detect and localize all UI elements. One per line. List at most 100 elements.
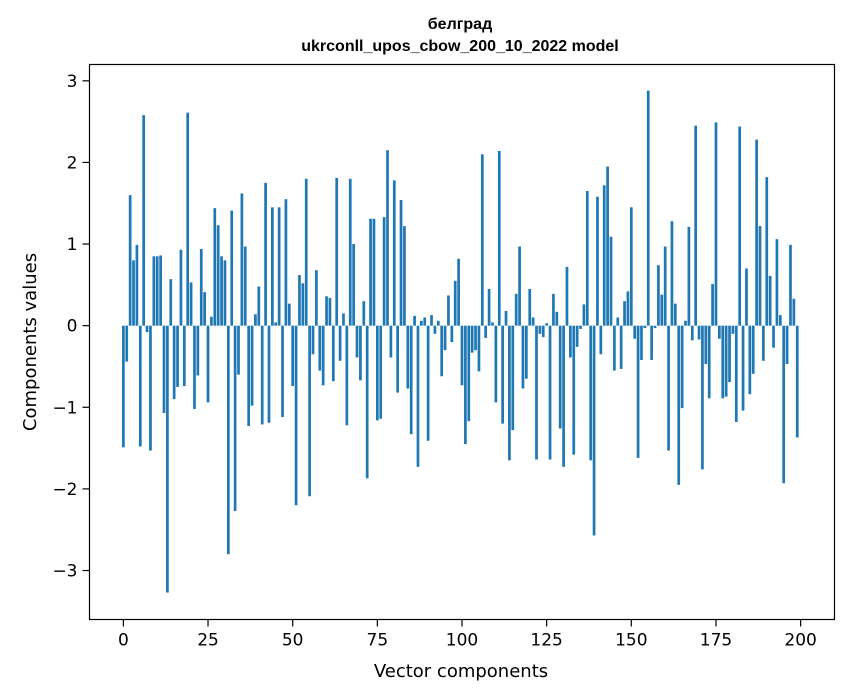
bar-112 (501, 325, 504, 424)
y-tick-label--1: −1 (52, 398, 77, 418)
bar-104 (474, 325, 477, 351)
bar-37 (247, 325, 251, 427)
bar-125 (545, 323, 549, 326)
bar-57 (315, 270, 318, 326)
bar-63 (335, 177, 339, 326)
bar-67 (348, 178, 352, 326)
bar-1 (125, 325, 129, 362)
bar-49 (287, 303, 291, 326)
bar-182 (738, 126, 742, 326)
bar-114 (508, 325, 511, 461)
bar-72 (365, 325, 369, 479)
bar-181 (734, 325, 738, 422)
bar-68 (352, 244, 355, 326)
bar-184 (745, 268, 748, 326)
bar-89 (423, 317, 427, 326)
bar-126 (548, 325, 552, 460)
bar-40 (257, 286, 261, 326)
bar-48 (284, 199, 288, 326)
bar-95 (443, 325, 447, 351)
bar-87 (416, 325, 420, 467)
x-tick-label-0: 0 (118, 631, 129, 651)
bar-199 (795, 325, 799, 438)
bar-119 (524, 325, 528, 379)
y-tick-label-1: 1 (67, 235, 78, 255)
bar-123 (538, 325, 542, 334)
bar-6 (142, 115, 146, 326)
bar-20 (189, 282, 193, 326)
bar-86 (413, 315, 416, 326)
bar-172 (704, 325, 708, 365)
bar-174 (711, 284, 714, 326)
bar-106 (480, 154, 484, 326)
bar-195 (782, 325, 786, 484)
bar-139 (592, 325, 596, 536)
bar-66 (345, 325, 349, 426)
bar-10 (155, 256, 159, 326)
bar-138 (589, 325, 593, 461)
bar-188 (758, 226, 762, 326)
bar-155 (646, 90, 650, 326)
bar-143 (606, 166, 609, 326)
bar-7 (145, 325, 149, 333)
bar-38 (250, 325, 254, 406)
bar-90 (426, 325, 430, 441)
bar-75 (375, 325, 379, 421)
chart-subtitle: ukrconll_upos_cbow_200_10_2022 model (301, 38, 618, 55)
bar-171 (701, 325, 704, 470)
bar-5 (138, 325, 142, 447)
bar-157 (653, 325, 657, 329)
bar-13 (166, 325, 169, 593)
bar-18 (182, 325, 186, 387)
bar-110 (494, 325, 498, 403)
bar-46 (277, 207, 281, 326)
bar-102 (467, 325, 471, 422)
bar-150 (629, 207, 633, 326)
bar-79 (389, 325, 393, 358)
bar-194 (778, 315, 782, 326)
bar-196 (785, 325, 789, 365)
x-tick-label-175: 175 (700, 631, 732, 651)
bar-116 (514, 293, 518, 326)
bar-94 (440, 325, 444, 377)
bar-4 (135, 244, 139, 326)
bar-14 (169, 279, 173, 326)
bars-group (122, 90, 799, 593)
bar-34 (237, 325, 240, 375)
bar-60 (325, 296, 328, 326)
bar-26 (210, 316, 213, 326)
bar-100 (460, 325, 464, 386)
bar-58 (318, 325, 322, 371)
bar-27 (213, 208, 217, 326)
bar-98 (453, 280, 457, 326)
bar-167 (687, 226, 691, 326)
bar-64 (338, 325, 342, 361)
bar-128 (555, 311, 559, 326)
bar-183 (741, 325, 745, 411)
bar-71 (362, 301, 366, 326)
bar-32 (230, 210, 234, 326)
bar-99 (457, 258, 460, 326)
bar-92 (433, 325, 437, 334)
bar-173 (707, 325, 711, 399)
bar-101 (464, 325, 467, 445)
bar-43 (267, 325, 271, 423)
bar-109 (491, 322, 494, 326)
bar-185 (748, 325, 752, 395)
bar-9 (152, 256, 156, 326)
bar-0 (122, 325, 125, 448)
bar-24 (203, 292, 206, 326)
bar-108 (487, 288, 491, 326)
bar-159 (660, 294, 664, 326)
x-tick-label-100: 100 (446, 631, 478, 651)
y-tick-label-3: 3 (67, 72, 78, 92)
bar-103 (470, 325, 474, 353)
bar-141 (599, 325, 603, 355)
bar-154 (643, 325, 647, 329)
bar-161 (667, 325, 670, 451)
bar-137 (585, 191, 589, 326)
bar-111 (497, 151, 501, 326)
bar-134 (575, 325, 579, 347)
bar-42 (264, 182, 267, 326)
